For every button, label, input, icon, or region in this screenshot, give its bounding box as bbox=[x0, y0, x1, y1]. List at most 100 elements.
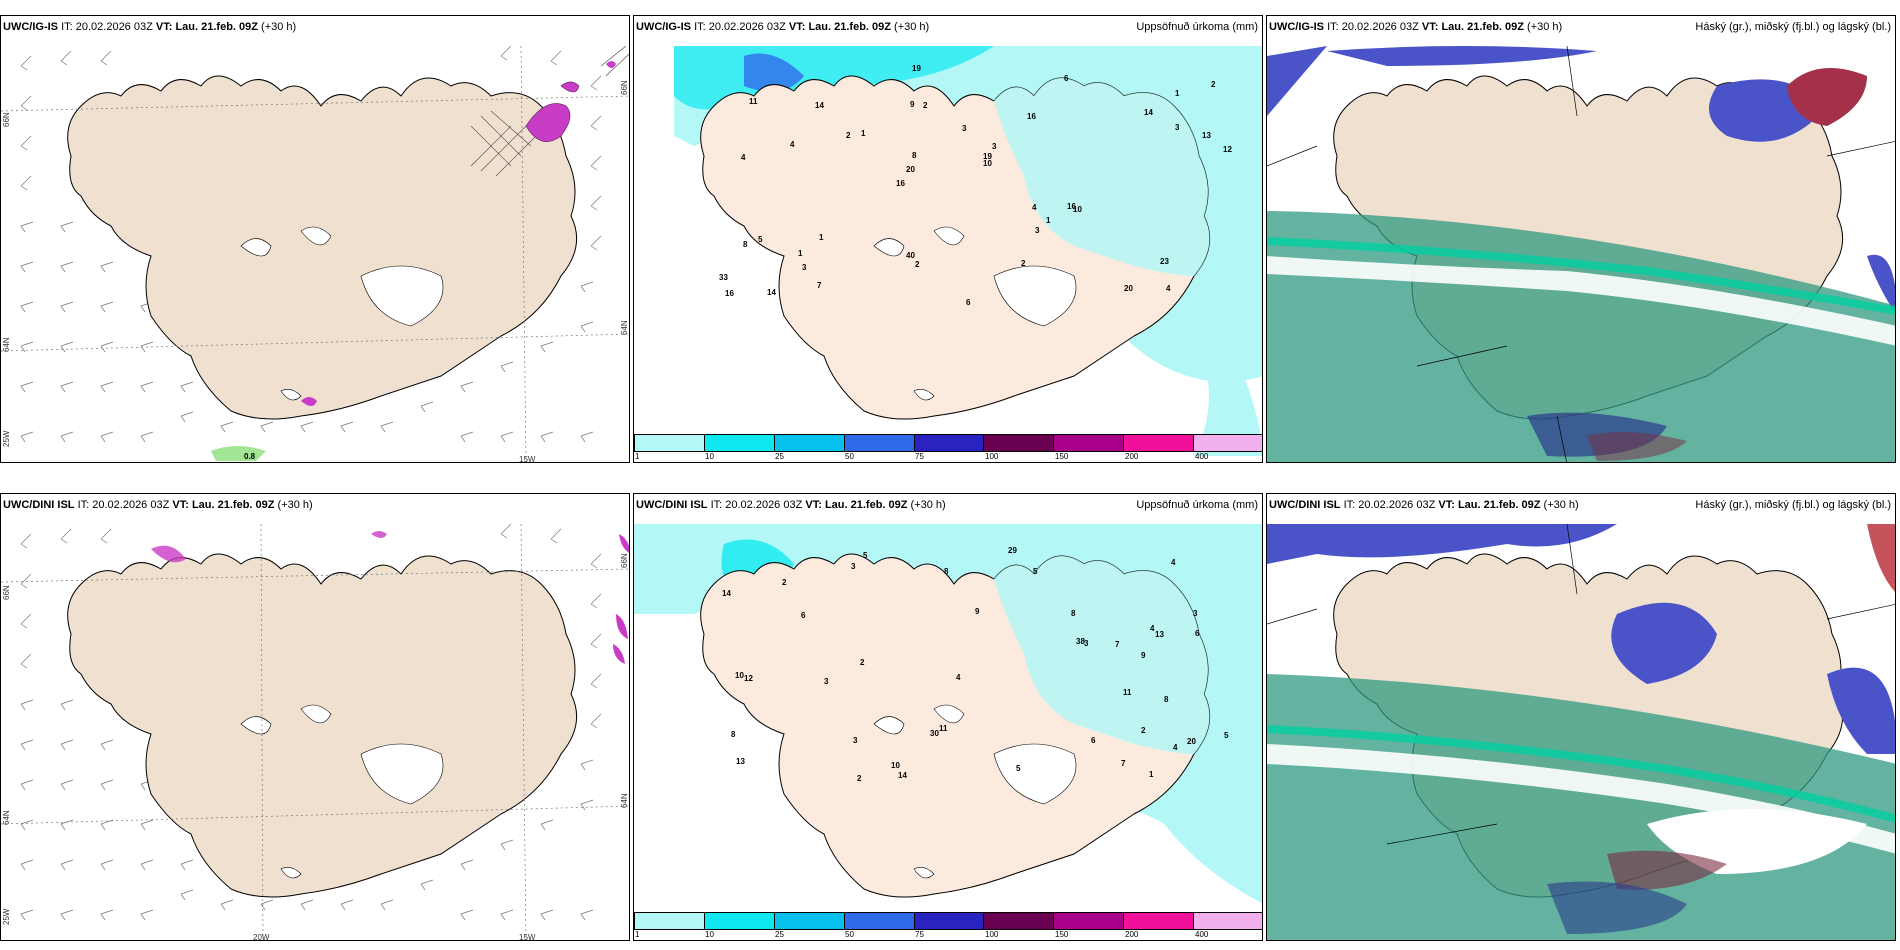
precip-value: 19 bbox=[912, 64, 921, 73]
lead-time: (+30 h) bbox=[1527, 21, 1563, 33]
colorbar-segment bbox=[1193, 912, 1262, 930]
precip-value: 3 bbox=[802, 263, 807, 272]
precip-value: 13 bbox=[1155, 630, 1164, 639]
precip-value: 6 bbox=[801, 611, 806, 620]
precip-value: 14 bbox=[1144, 108, 1153, 117]
precip-value: 13 bbox=[1202, 131, 1211, 140]
lead-time: (+30 h) bbox=[1543, 499, 1579, 511]
colorbar-segment bbox=[983, 912, 1054, 930]
precip-value: 11 bbox=[939, 724, 948, 733]
cloud-title: Háský (gr.), miðský (fj.bl.) og lágský (… bbox=[1695, 21, 1891, 33]
precip-value: 9 bbox=[1141, 651, 1146, 660]
precip-value: 4 bbox=[1173, 743, 1178, 752]
precip-value: 11 bbox=[749, 97, 758, 106]
precip-value: 33 bbox=[719, 273, 728, 282]
it-label: IT: bbox=[710, 499, 723, 511]
colorbar-label: 400 bbox=[1195, 452, 1209, 461]
precip-value: 38 bbox=[1076, 637, 1085, 646]
precip-value: 3 bbox=[824, 677, 829, 686]
vt-value: Lau. 21.feb. 09Z bbox=[824, 499, 908, 511]
colorbar-segment bbox=[1053, 912, 1124, 930]
precip-value: 14 bbox=[898, 771, 907, 780]
precip-value: 16 bbox=[1027, 112, 1036, 121]
precip-value: 9 bbox=[975, 607, 980, 616]
precip-value: 3 bbox=[1193, 609, 1198, 618]
colorbar-label: 25 bbox=[775, 930, 784, 939]
precip-value: 2 bbox=[860, 658, 865, 667]
precip-value: 13 bbox=[736, 757, 745, 766]
lon-label: 15W bbox=[519, 933, 536, 941]
colorbar-label: 150 bbox=[1055, 452, 1069, 461]
cloud-panel-bottom: UWC/DINI ISL IT: 20.02.2026 03Z VT: Lau.… bbox=[1266, 493, 1896, 941]
precip-value: 2 bbox=[1141, 726, 1146, 735]
vt-value: Lau. 21.feb. 09Z bbox=[175, 21, 258, 33]
precip-value: 1 bbox=[1046, 216, 1051, 225]
lead-time: (+30 h) bbox=[910, 499, 946, 511]
wind-panel-top: UWC/IG-IS IT: 20.02.2026 03Z VT: Lau. 21… bbox=[0, 15, 630, 463]
model-name: UWC/IG-IS bbox=[3, 21, 58, 33]
precip-value: 1 bbox=[1149, 770, 1154, 779]
lat-label: 64N bbox=[2, 810, 11, 825]
precip-value: 6 bbox=[1064, 74, 1069, 83]
precip-value: 20 bbox=[906, 165, 915, 174]
precip-value: 3 bbox=[962, 124, 967, 133]
panel-header: UWC/IG-IS IT: 20.02.2026 03Z VT: Lau. 21… bbox=[3, 21, 296, 33]
vt-value: Lau. 21.feb. 09Z bbox=[1457, 499, 1541, 511]
model-name: UWC/IG-IS bbox=[636, 21, 691, 33]
it-value: 20.02.2026 03Z bbox=[92, 499, 170, 511]
colorbar-segment bbox=[773, 912, 844, 930]
precip-value: 6 bbox=[1091, 736, 1096, 745]
precip-value: 8 bbox=[912, 151, 917, 160]
colorbar-label: 50 bbox=[845, 452, 854, 461]
vt-label: VT: bbox=[172, 499, 189, 511]
precip-value: 30 bbox=[930, 729, 939, 738]
precip-value: 6 bbox=[966, 298, 971, 307]
precip-value: 10 bbox=[1073, 205, 1082, 214]
precip-value: 3 bbox=[992, 142, 997, 151]
model-name: UWC/DINI ISL bbox=[3, 499, 75, 511]
precip-title: Uppsöfnuð úrkoma (mm) bbox=[1136, 21, 1258, 33]
cloud-panel-top: UWC/IG-IS IT: 20.02.2026 03Z VT: Lau. 21… bbox=[1266, 15, 1896, 463]
colorbar-label: 75 bbox=[915, 930, 924, 939]
precip-value: 20 bbox=[1124, 284, 1133, 293]
it-value: 20.02.2026 03Z bbox=[708, 21, 786, 33]
cloud-map bbox=[1267, 523, 1895, 940]
precip-title: Uppsöfnuð úrkoma (mm) bbox=[1136, 499, 1258, 511]
vt-label: VT: bbox=[788, 21, 806, 33]
precip-value: 1 bbox=[819, 233, 824, 242]
precip-panel-bottom: UWC/DINI ISL IT: 20.02.2026 03Z VT: Lau.… bbox=[633, 493, 1263, 941]
colorbar-segment bbox=[913, 912, 984, 930]
vt-label: VT: bbox=[1438, 499, 1455, 511]
precip-value: 4 bbox=[956, 673, 961, 682]
model-name: UWC/DINI ISL bbox=[636, 499, 708, 511]
precip-value: 4 bbox=[1150, 624, 1155, 633]
precip-value: 14 bbox=[767, 288, 776, 297]
it-label: IT: bbox=[1327, 21, 1339, 33]
precip-value: 19 bbox=[983, 152, 992, 161]
precip-value: 3 bbox=[853, 736, 858, 745]
it-label: IT: bbox=[1343, 499, 1356, 511]
colorbar-segment bbox=[634, 434, 704, 452]
precip-value: 16 bbox=[725, 289, 734, 298]
colorbar-segment bbox=[983, 434, 1054, 452]
lon-label: 25W bbox=[2, 430, 11, 447]
precip-value: 4 bbox=[741, 153, 746, 162]
panel-header: UWC/DINI ISL IT: 20.02.2026 03Z VT: Lau.… bbox=[3, 499, 313, 511]
it-value: 20.02.2026 03Z bbox=[725, 499, 803, 511]
precip-value: 7 bbox=[1115, 640, 1120, 649]
precip-value: 4 bbox=[790, 140, 795, 149]
colorbar-labels: 1 10 25 50 75 100 150 200 400 bbox=[634, 452, 1262, 462]
precip-value: 2 bbox=[1211, 80, 1216, 89]
cloud-title: Háský (gr.), miðský (fj.bl.) og lágský (… bbox=[1695, 499, 1891, 511]
precip-value: 12 bbox=[1223, 145, 1232, 154]
precip-value: 5 bbox=[1224, 731, 1229, 740]
colorbar-label: 1 bbox=[635, 930, 640, 939]
lat-label: 66N bbox=[2, 112, 11, 127]
it-label: IT: bbox=[77, 499, 90, 511]
precip-value: 1 bbox=[861, 129, 866, 138]
precip-value: 8 bbox=[743, 240, 748, 249]
precip-value: 3 bbox=[1035, 226, 1040, 235]
value-label: 0.8 bbox=[244, 452, 256, 461]
colorbar-segment bbox=[843, 912, 914, 930]
colorbar-segment bbox=[1123, 912, 1194, 930]
